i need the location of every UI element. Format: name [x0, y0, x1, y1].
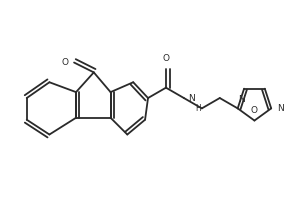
Text: N: N: [277, 104, 284, 113]
Text: H: H: [196, 104, 202, 113]
Text: N: N: [238, 95, 244, 104]
Text: O: O: [163, 54, 170, 63]
Text: N: N: [188, 94, 195, 103]
Text: O: O: [251, 106, 258, 115]
Text: O: O: [61, 58, 68, 67]
